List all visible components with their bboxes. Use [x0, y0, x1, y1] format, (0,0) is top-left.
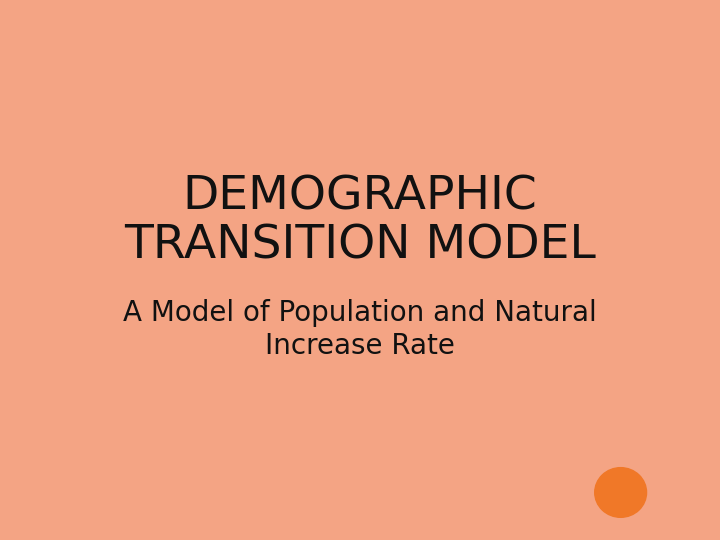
Text: DEMOGRAPHIC: DEMOGRAPHIC [183, 174, 537, 220]
Text: A Model of Population and Natural: A Model of Population and Natural [123, 299, 597, 327]
Text: TRANSITION MODEL: TRANSITION MODEL [124, 223, 596, 268]
Text: Increase Rate: Increase Rate [265, 332, 455, 360]
